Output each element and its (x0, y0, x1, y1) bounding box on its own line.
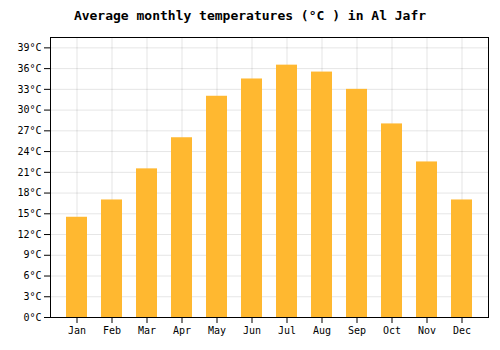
svg-text:Feb: Feb (103, 325, 121, 336)
svg-text:15°C: 15°C (17, 208, 41, 219)
svg-text:Sep: Sep (348, 325, 366, 336)
svg-text:12°C: 12°C (17, 229, 41, 240)
svg-text:Mar: Mar (138, 325, 156, 336)
svg-text:Aug: Aug (313, 325, 331, 336)
svg-text:Nov: Nov (418, 325, 436, 336)
svg-text:36°C: 36°C (17, 63, 41, 74)
svg-text:3°C: 3°C (23, 291, 41, 302)
svg-text:27°C: 27°C (17, 125, 41, 136)
svg-text:Jul: Jul (278, 325, 296, 336)
svg-text:24°C: 24°C (17, 146, 41, 157)
svg-text:9°C: 9°C (23, 249, 41, 260)
svg-text:Dec: Dec (453, 325, 471, 336)
svg-text:39°C: 39°C (17, 42, 41, 53)
html-text:Average monthly temperatures (: Average monthly temperatures (°C ) in Al… (73, 8, 427, 23)
svg-text:May: May (208, 325, 226, 336)
svg-text:18°C: 18°C (17, 187, 41, 198)
svg-text:21°C: 21°C (17, 167, 41, 178)
svg-text:0°C: 0°C (23, 312, 41, 323)
svg-text:30°C: 30°C (17, 104, 41, 115)
svg-text:Apr: Apr (173, 325, 191, 336)
svg-text:33°C: 33°C (17, 84, 41, 95)
svg-text:Oct: Oct (383, 325, 401, 336)
svg-text:Jan: Jan (68, 325, 86, 336)
svg-text:6°C: 6°C (23, 270, 41, 281)
svg-text:Jun: Jun (243, 325, 261, 336)
